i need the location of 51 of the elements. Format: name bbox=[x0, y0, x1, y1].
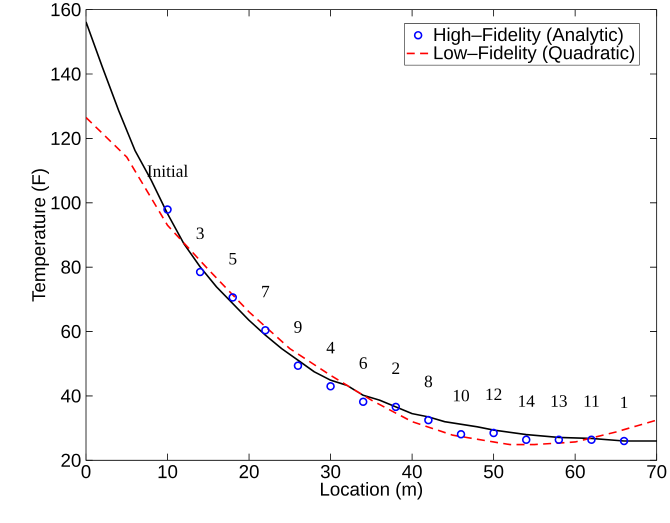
x-tick-label: 50 bbox=[484, 465, 504, 478]
annotation: 6 bbox=[360, 357, 368, 369]
point bbox=[554, 435, 564, 444]
point bbox=[261, 326, 270, 335]
annotation: 14 bbox=[519, 395, 535, 407]
annotation: 10 bbox=[454, 390, 470, 402]
annotation: 13 bbox=[552, 395, 567, 407]
x-axis-title: Location (m) bbox=[320, 482, 422, 500]
annotation: 7 bbox=[262, 286, 270, 298]
point bbox=[456, 430, 466, 439]
point bbox=[196, 268, 204, 276]
x-tick-label: 0 bbox=[82, 465, 90, 478]
point bbox=[163, 205, 172, 214]
point bbox=[392, 402, 400, 412]
x-tick-label: 70 bbox=[647, 465, 666, 478]
y-tick-label: 20 bbox=[61, 454, 81, 467]
annotation: 11 bbox=[584, 395, 599, 407]
annotation: 8 bbox=[424, 376, 432, 388]
point bbox=[620, 436, 628, 446]
y-tick-label: 160 bbox=[52, 3, 81, 16]
x-tick-label: 30 bbox=[320, 465, 340, 478]
x-tick-label: 60 bbox=[566, 465, 585, 478]
annotation: 2 bbox=[392, 362, 400, 374]
annotation: 9 bbox=[294, 321, 302, 333]
annotation: 1 bbox=[621, 396, 628, 408]
y-axis-title: Temperature (F) bbox=[32, 169, 49, 302]
annotation: 12 bbox=[486, 388, 502, 400]
x-tick-label: 40 bbox=[402, 465, 422, 478]
x-tick-label: 10 bbox=[158, 465, 178, 478]
point bbox=[358, 397, 368, 406]
point bbox=[489, 428, 498, 438]
y-tick-label: 120 bbox=[52, 132, 81, 146]
annotation: 5 bbox=[229, 253, 236, 265]
x-tick-label: 20 bbox=[240, 465, 259, 478]
y-tick-label: 60 bbox=[61, 324, 81, 338]
annotation: Initial bbox=[147, 164, 188, 177]
point bbox=[294, 361, 302, 370]
y-tick-label: 100 bbox=[52, 196, 81, 210]
line-series bbox=[86, 116, 657, 446]
y-tick-label: 40 bbox=[60, 389, 81, 403]
legend-label: Low–Fidelity (Quadratic) bbox=[434, 46, 634, 64]
annotation: 3 bbox=[196, 228, 204, 240]
point bbox=[522, 435, 530, 444]
point bbox=[228, 293, 238, 302]
y-tick-label: 140 bbox=[52, 67, 81, 81]
point bbox=[587, 435, 596, 444]
annotation: 4 bbox=[326, 342, 335, 354]
legend-label: High–Fidelity (Analytic) bbox=[434, 27, 623, 45]
point bbox=[326, 382, 335, 391]
y-tick-label: 80 bbox=[61, 260, 81, 274]
point bbox=[424, 416, 433, 424]
